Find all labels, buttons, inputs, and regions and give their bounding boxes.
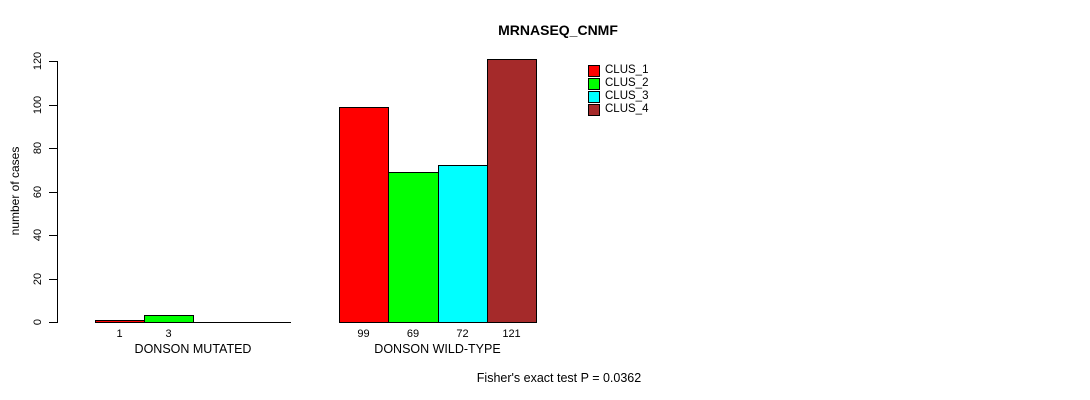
tick-mark	[49, 235, 57, 236]
bar-value-label: 3	[165, 328, 172, 340]
tick-mark	[49, 148, 57, 149]
bar-value-label: 99	[357, 328, 370, 340]
legend-swatch-clus_3	[588, 90, 600, 103]
tick-label: 0	[32, 318, 44, 326]
legend-item: CLUS_2	[588, 77, 648, 90]
tick-mark	[49, 61, 57, 62]
bar-clus_1	[339, 107, 389, 323]
tick-mark	[49, 105, 57, 106]
legend-item: CLUS_3	[588, 90, 648, 103]
bar-clus_1	[95, 320, 145, 323]
tick-label: 40	[32, 228, 44, 242]
tick-label: 60	[32, 185, 44, 199]
tick-mark	[49, 279, 57, 280]
group-label: DONSON MUTATED	[134, 342, 252, 356]
tick-mark	[49, 322, 57, 323]
legend-swatch-clus_2	[588, 77, 600, 90]
pvalue-annotation: Fisher's exact test P = 0.0362	[476, 371, 642, 385]
bar-value-label: 1	[116, 328, 123, 340]
tick-label: 80	[32, 141, 44, 155]
legend-label: CLUS_1	[605, 64, 649, 76]
tick-mark	[49, 192, 57, 193]
bar-clus_2	[144, 315, 194, 323]
legend: CLUS_1 CLUS_2 CLUS_3 CLUS_4	[588, 64, 648, 116]
bar-clus_2	[388, 172, 439, 323]
bar-value-label: 69	[406, 328, 420, 340]
group-label: DONSON WILD-TYPE	[374, 342, 501, 356]
bar-value-label: 121	[502, 328, 521, 340]
tick-label: 20	[32, 272, 44, 286]
tick-label: 100	[32, 95, 44, 115]
legend-item: CLUS_4	[588, 103, 648, 116]
legend-item: CLUS_1	[588, 64, 648, 77]
legend-label: CLUS_3	[605, 90, 649, 102]
y-axis-line	[57, 61, 58, 323]
chart-title: MRNASEQ_CNMF	[498, 22, 618, 38]
legend-swatch-clus_4	[588, 103, 600, 116]
bar-value-label: 72	[456, 328, 469, 340]
legend-label: CLUS_2	[605, 77, 649, 89]
bar-clus_3	[438, 165, 488, 323]
legend-swatch-clus_1	[588, 64, 600, 77]
tick-label: 120	[32, 51, 44, 71]
y-axis-title: number of cases	[8, 146, 22, 236]
bar-clus_4	[487, 59, 537, 323]
legend-label: CLUS_4	[605, 103, 649, 115]
